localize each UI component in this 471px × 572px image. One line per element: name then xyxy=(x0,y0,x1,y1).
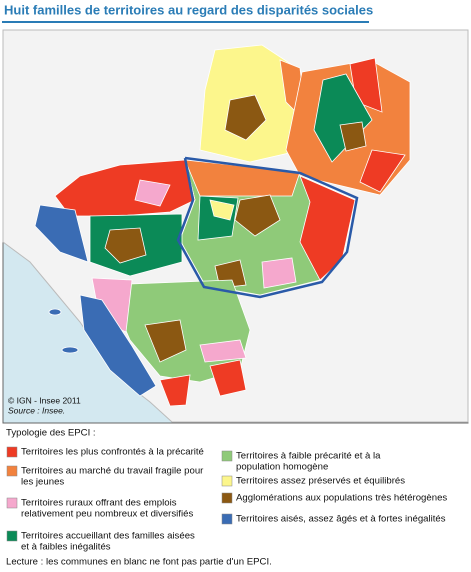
map: © IGN - Insee 2011 Source : Insee. xyxy=(2,29,469,424)
legend-label: Agglomérations aux populations très hété… xyxy=(236,493,447,504)
legend-label: Territoires les plus confrontés à la pré… xyxy=(21,447,204,458)
island xyxy=(61,346,79,354)
footnote: Lecture : les communes en blanc ne font … xyxy=(6,557,272,568)
territory xyxy=(234,194,281,237)
legend-swatch xyxy=(221,450,233,462)
territory xyxy=(209,199,235,221)
credit: © IGN - Insee 2011 xyxy=(8,395,81,405)
legend-label: Territoires assez préservés et équilibré… xyxy=(236,476,405,487)
territory xyxy=(199,339,247,363)
island xyxy=(48,308,62,316)
legend-label: relativement peu nombreux et diversifiés xyxy=(21,509,193,520)
legend-swatch xyxy=(6,530,18,542)
legend-swatch xyxy=(6,446,18,458)
territory xyxy=(134,179,171,207)
territory xyxy=(224,94,267,141)
legend-swatch xyxy=(221,475,233,487)
legend-label: les jeunes xyxy=(21,477,64,488)
legend-swatch xyxy=(221,513,233,525)
territory xyxy=(34,204,89,263)
legend-swatch xyxy=(6,465,18,477)
territory xyxy=(299,175,356,281)
legend-swatch xyxy=(6,497,18,509)
legend-label: population homogène xyxy=(236,462,328,473)
territory xyxy=(261,257,297,289)
territory xyxy=(359,149,406,193)
legend-label: et à faibles inégalités xyxy=(21,542,111,553)
territory xyxy=(209,359,247,397)
legend-title: Typologie des EPCI : xyxy=(6,428,96,439)
legend-label: Territoires à faible précarité et à la xyxy=(236,451,381,462)
legend-swatch xyxy=(221,492,233,504)
territory xyxy=(339,121,367,152)
legend-label: Territoires au marché du travail fragile… xyxy=(21,466,204,477)
territory xyxy=(159,374,191,407)
legend-label: Territoires accueillant des familles ais… xyxy=(21,531,195,542)
legend-label: Territoires ruraux offrant des emplois xyxy=(21,498,177,509)
territory xyxy=(104,227,147,264)
legend-label: Territoires aisés, assez âgés et à forte… xyxy=(236,514,446,525)
territory xyxy=(79,294,157,397)
region-border xyxy=(176,156,359,299)
legend: Territoires les plus confrontés à la pré… xyxy=(6,446,447,553)
title: Huit familles de territoires au regard d… xyxy=(4,2,373,17)
credit: Source : Insee. xyxy=(8,405,65,415)
territory xyxy=(144,319,187,363)
